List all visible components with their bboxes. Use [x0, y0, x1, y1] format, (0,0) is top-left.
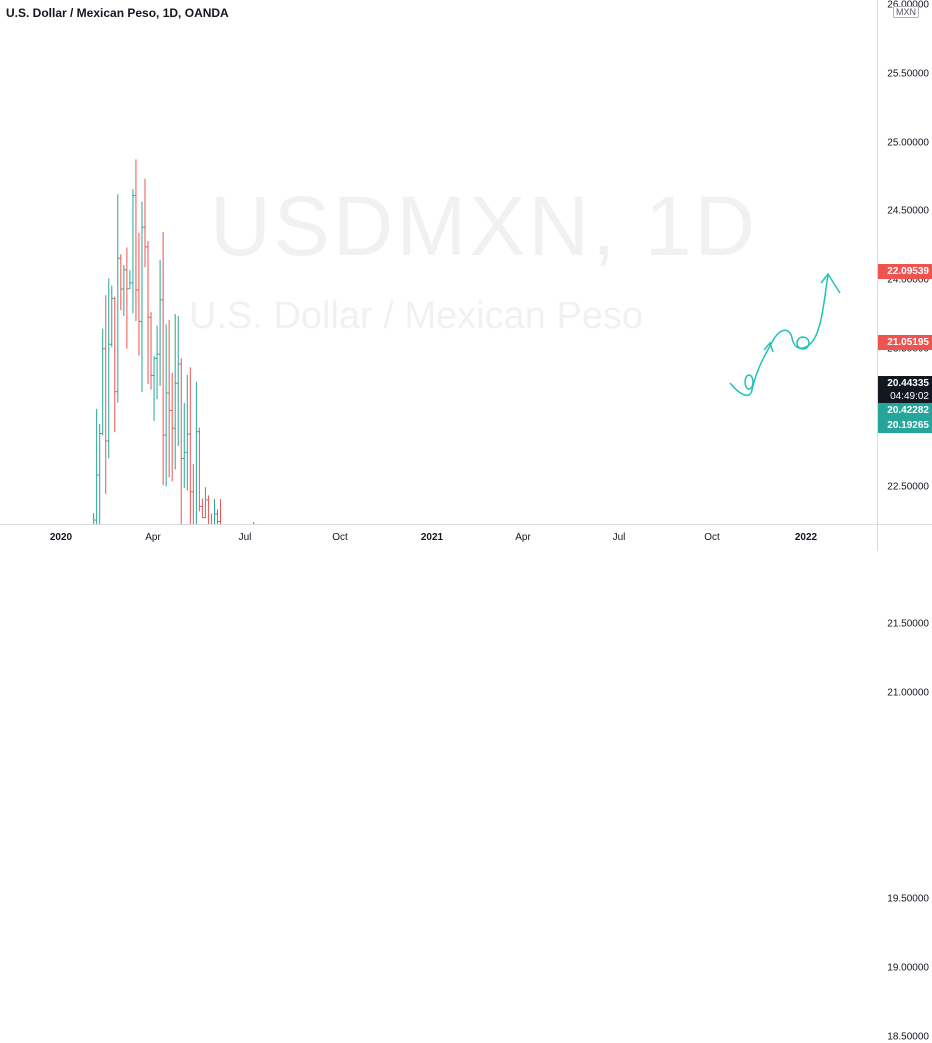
- price-tag-21-05195: 21.05195: [878, 335, 932, 350]
- price-tick-label: 21.50000: [887, 618, 929, 630]
- price-tag-20-19265: 20.19265: [878, 418, 932, 433]
- projection-arrow-1: [763, 341, 774, 353]
- axis-corner: [877, 524, 932, 551]
- time-tick-label: Oct: [704, 532, 720, 543]
- price-tick-label: 24.00000: [887, 274, 929, 286]
- time-tick-label: Apr: [515, 532, 531, 543]
- time-tick-label: Jul: [238, 532, 252, 543]
- price-tick-label: 22.50000: [887, 481, 929, 493]
- projection-path-2: [769, 329, 813, 349]
- time-tick-label: 2021: [420, 532, 444, 543]
- currency-badge[interactable]: MXN: [893, 6, 919, 18]
- price-axis[interactable]: 26.00000 25.50000 25.00000 24.50000 24.00000…: [877, 0, 932, 1043]
- price-tick-label: 19.00000: [887, 962, 929, 974]
- time-axis[interactable]: 2020 Apr Jul Oct 2021 Apr Jul Oct 2022: [0, 524, 877, 551]
- price-tag-20-42282: 20.42282: [878, 403, 932, 418]
- watermark-description: U.S. Dollar / Mexican Peso: [189, 295, 644, 337]
- time-tick-label: 2022: [794, 532, 818, 543]
- projection-path-1: [729, 345, 771, 397]
- price-tick-label: 26.00000: [887, 0, 929, 11]
- price-plot[interactable]: [0, 0, 877, 524]
- time-tick-label: 2020: [49, 532, 73, 543]
- price-tick-label: 18.50000: [887, 1031, 929, 1043]
- price-tick-label: 19.50000: [887, 893, 929, 905]
- time-tick-label: Apr: [145, 532, 161, 543]
- projection-loop-2: [796, 336, 810, 350]
- projection-path-3: [811, 274, 829, 343]
- projection-arrow-2: [820, 272, 841, 294]
- price-tick-label: 24.50000: [887, 205, 929, 217]
- price-tag-22-09539: 22.09539: [878, 264, 932, 279]
- watermark-symbol: USDMXN, 1D: [210, 179, 759, 273]
- price-tick-label: 21.00000: [887, 687, 929, 699]
- price-tick-label: 25.00000: [887, 137, 929, 149]
- last-price-tag: 20.44335: [878, 376, 932, 391]
- chart-title: U.S. Dollar / Mexican Peso, 1D, OANDA: [6, 6, 229, 20]
- chart-area[interactable]: USDMXN, 1D U.S. Dollar / Mexican Peso U.…: [0, 0, 877, 524]
- time-tick-label: Oct: [332, 532, 348, 543]
- price-tick-label: 25.50000: [887, 68, 929, 80]
- bar-countdown: 04:49:02: [878, 390, 932, 403]
- time-tick-label: Jul: [612, 532, 626, 543]
- projection-loop-1: [744, 374, 754, 390]
